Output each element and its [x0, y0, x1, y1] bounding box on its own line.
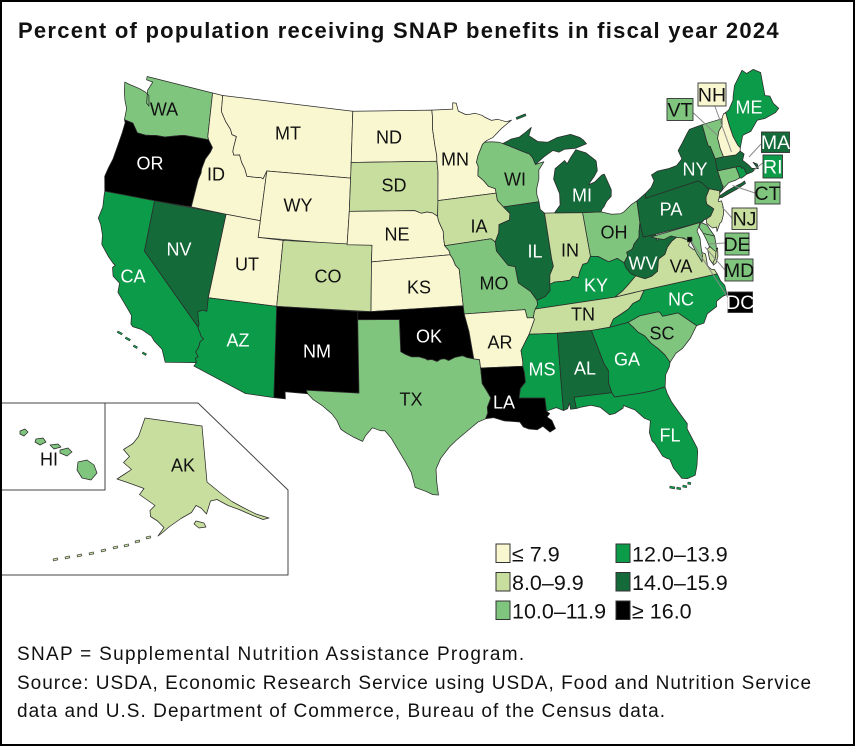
- svg-text:data and U.S. Department of Co: data and U.S. Department of Commerce, Bu…: [17, 701, 666, 722]
- svg-text:SD: SD: [381, 175, 406, 195]
- svg-text:NV: NV: [166, 239, 191, 259]
- svg-text:MA: MA: [761, 132, 790, 154]
- svg-text:NC: NC: [668, 289, 694, 309]
- svg-text:AL: AL: [574, 358, 596, 378]
- svg-text:OK: OK: [416, 326, 442, 346]
- svg-text:CA: CA: [120, 266, 145, 286]
- svg-text:LA: LA: [493, 392, 515, 412]
- svg-text:Source: USDA, Economic Researc: Source: USDA, Economic Research Service …: [17, 673, 812, 694]
- svg-text:14.0–15.9: 14.0–15.9: [632, 571, 728, 595]
- svg-text:MS: MS: [529, 359, 556, 379]
- svg-text:DC: DC: [726, 292, 754, 314]
- svg-text:HI: HI: [40, 449, 58, 469]
- svg-text:IA: IA: [470, 216, 487, 236]
- svg-text:PA: PA: [660, 199, 683, 219]
- svg-text:SNAP = Supplemental Nutrition: SNAP = Supplemental Nutrition Assistance…: [17, 644, 525, 665]
- svg-text:≥ 16.0: ≥ 16.0: [632, 600, 692, 624]
- svg-text:ND: ND: [376, 127, 402, 147]
- svg-text:AZ: AZ: [226, 330, 249, 350]
- svg-text:AR: AR: [487, 332, 512, 352]
- svg-text:MD: MD: [724, 260, 754, 282]
- svg-text:OR: OR: [137, 153, 164, 173]
- svg-text:VT: VT: [668, 99, 693, 121]
- svg-text:IL: IL: [527, 241, 542, 261]
- svg-text:WA: WA: [150, 99, 178, 119]
- svg-text:TX: TX: [399, 389, 422, 409]
- svg-text:NE: NE: [384, 224, 409, 244]
- svg-text:MT: MT: [275, 123, 301, 143]
- svg-text:WI: WI: [504, 169, 526, 189]
- svg-text:≤ 7.9: ≤ 7.9: [512, 543, 560, 567]
- svg-text:UT: UT: [235, 254, 259, 274]
- svg-text:AK: AK: [171, 455, 195, 475]
- svg-text:CO: CO: [315, 266, 342, 286]
- svg-text:KY: KY: [584, 275, 608, 295]
- svg-text:KS: KS: [407, 277, 431, 297]
- svg-text:MI: MI: [572, 185, 592, 205]
- svg-text:8.0–9.9: 8.0–9.9: [512, 571, 584, 595]
- svg-text:NJ: NJ: [733, 209, 757, 231]
- svg-text:MN: MN: [441, 149, 469, 169]
- svg-text:OH: OH: [601, 222, 628, 242]
- svg-text:VA: VA: [670, 256, 693, 276]
- svg-text:CT: CT: [755, 183, 781, 205]
- svg-text:FL: FL: [659, 425, 680, 445]
- svg-text:ME: ME: [736, 97, 763, 117]
- svg-text:NY: NY: [682, 159, 707, 179]
- svg-text:WV: WV: [629, 253, 658, 273]
- svg-text:RI: RI: [763, 156, 783, 178]
- svg-text:MO: MO: [480, 273, 509, 293]
- svg-text:Percent of population receivin: Percent of population receiving SNAP ben…: [18, 18, 780, 43]
- svg-text:NH: NH: [698, 84, 726, 106]
- svg-text:10.0–11.9: 10.0–11.9: [512, 600, 606, 624]
- svg-text:NM: NM: [303, 341, 331, 361]
- svg-text:DE: DE: [723, 234, 750, 256]
- svg-text:SC: SC: [649, 323, 674, 343]
- svg-text:GA: GA: [614, 349, 640, 369]
- svg-text:12.0–13.9: 12.0–13.9: [632, 543, 728, 567]
- svg-text:ID: ID: [207, 164, 225, 184]
- svg-text:TN: TN: [571, 304, 595, 324]
- svg-text:WY: WY: [284, 195, 313, 215]
- svg-text:IN: IN: [561, 240, 579, 260]
